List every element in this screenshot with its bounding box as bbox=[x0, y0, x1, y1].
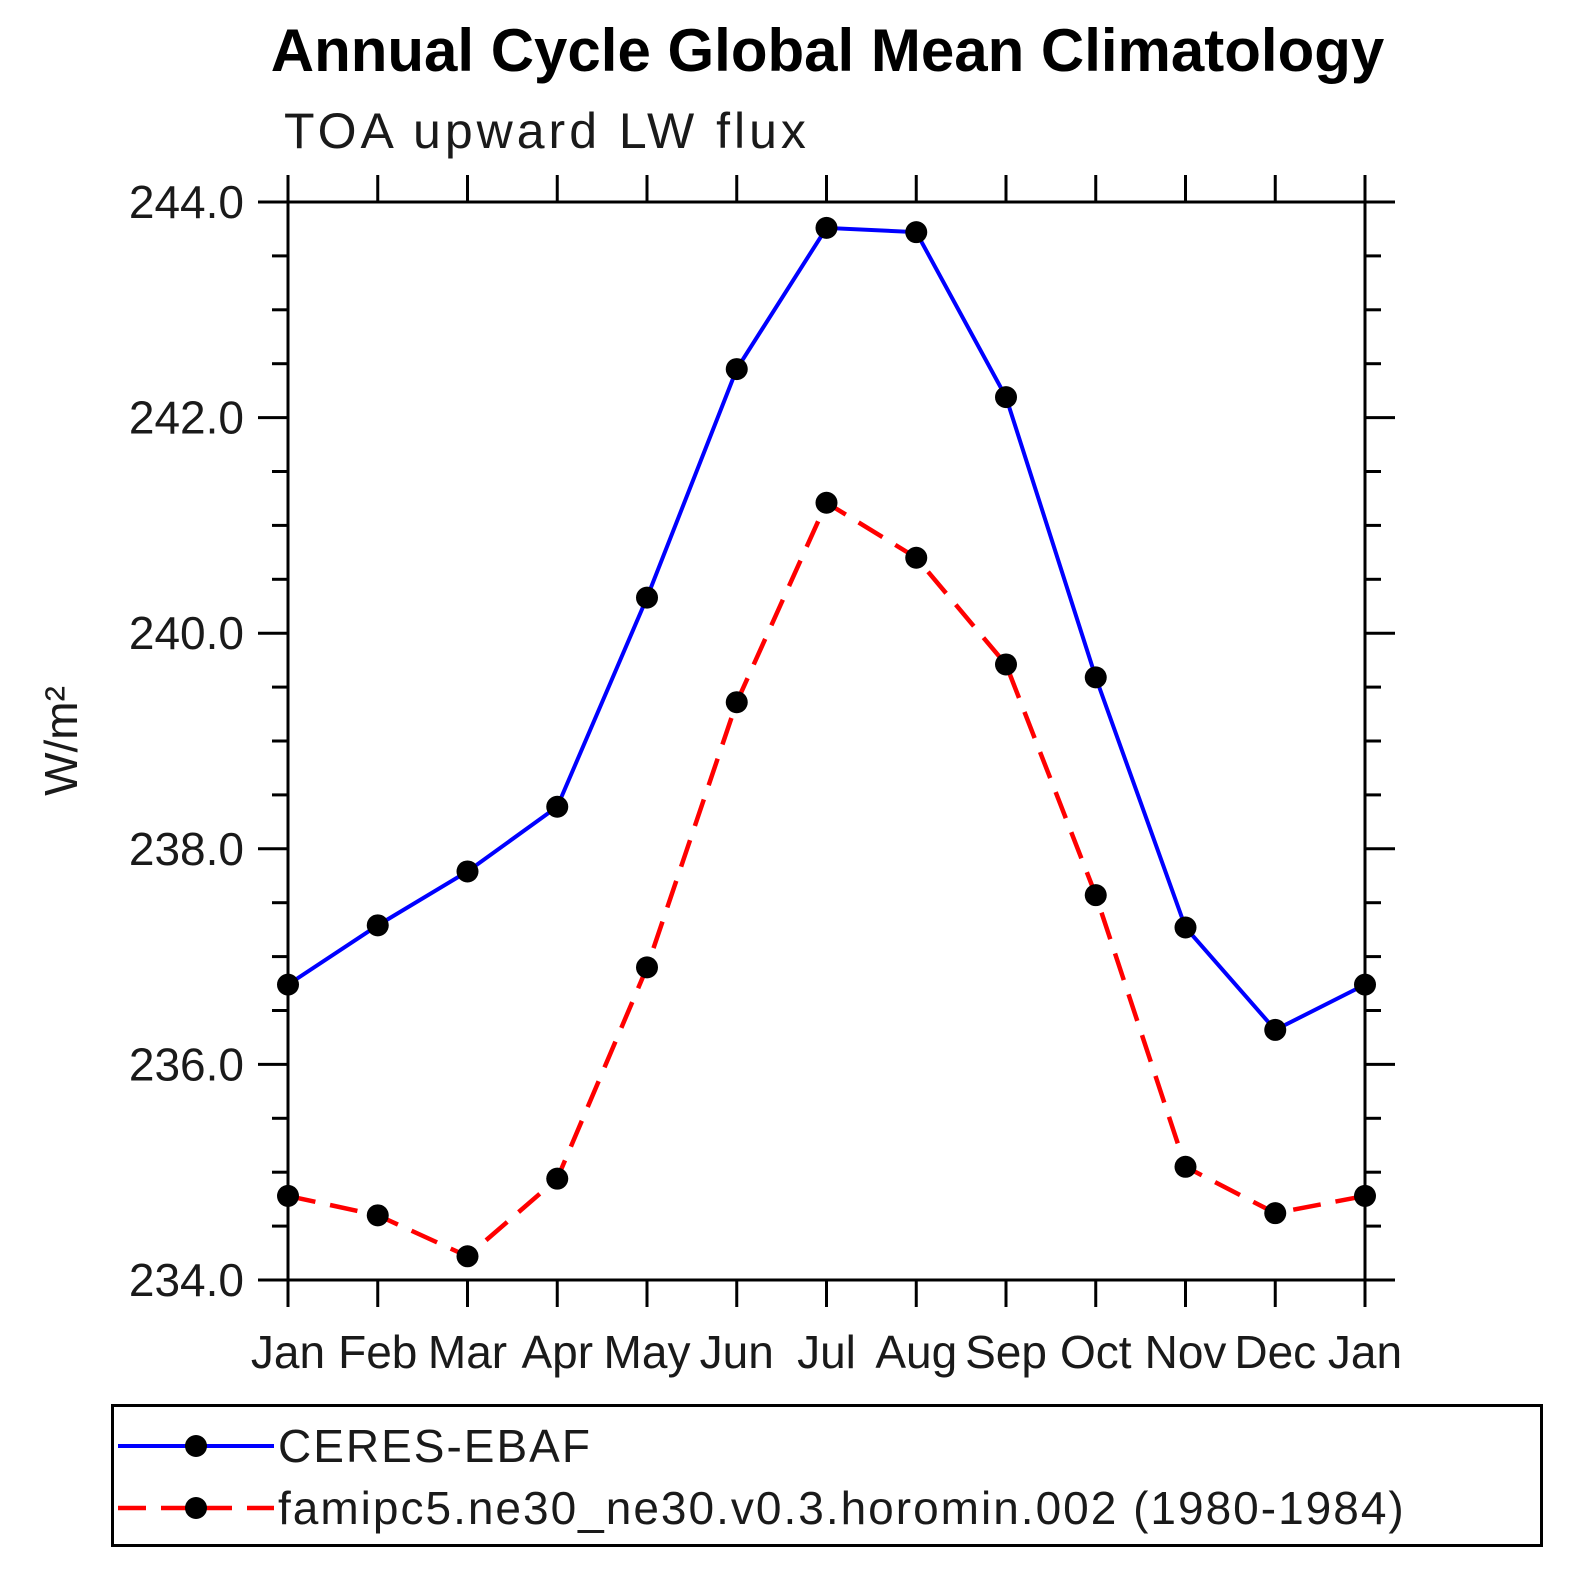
chart-subtitle: TOA upward LW flux bbox=[284, 103, 810, 159]
legend-marker-dot bbox=[185, 1435, 207, 1457]
y-axis-ticks bbox=[258, 200, 1395, 1282]
y-tick-label: 242.0 bbox=[129, 392, 244, 444]
data-point-marker bbox=[636, 586, 658, 609]
legend-row-ceres-ebaf: CERES-EBAF bbox=[114, 1415, 1540, 1477]
data-point-marker bbox=[725, 358, 748, 381]
data-point-marker bbox=[995, 653, 1017, 676]
legend-sample-line bbox=[118, 1435, 274, 1457]
x-tick-label: Dec bbox=[1234, 1326, 1316, 1378]
x-tick-label: Jan bbox=[251, 1326, 325, 1378]
legend-row-famipc5: famipc5.ne30_ne30.v0.3.horomin.002 (1980… bbox=[114, 1477, 1540, 1539]
x-tick-label: Jan bbox=[1328, 1326, 1402, 1378]
data-point-marker bbox=[725, 691, 748, 714]
x-tick-label: May bbox=[604, 1326, 691, 1378]
y-tick-label: 240.0 bbox=[129, 607, 244, 659]
data-point-marker bbox=[546, 1167, 569, 1190]
legend-label: CERES-EBAF bbox=[278, 1420, 592, 1472]
data-point-marker bbox=[1084, 884, 1107, 907]
y-axis-title: W/m² bbox=[35, 686, 87, 796]
data-point-marker bbox=[366, 1204, 389, 1227]
y-axis-labels: 244.0 242.0 240.0 238.0 236.0 234.0 bbox=[129, 176, 244, 1306]
series-markers-famipc5 bbox=[277, 491, 1376, 1268]
data-point-marker bbox=[277, 973, 299, 996]
data-point-marker bbox=[905, 546, 928, 569]
legend-label: famipc5.ne30_ne30.v0.3.horomin.002 (1980… bbox=[278, 1482, 1406, 1534]
legend-box: CERES-EBAF famipc5.ne30_ne30.v0.3.horomin… bbox=[111, 1404, 1543, 1547]
data-point-marker bbox=[456, 860, 479, 883]
data-point-marker bbox=[456, 1245, 479, 1268]
legend-sample-line bbox=[118, 1497, 274, 1519]
data-point-marker bbox=[815, 491, 838, 514]
x-tick-label: Apr bbox=[521, 1326, 593, 1378]
data-point-marker bbox=[546, 795, 569, 818]
y-tick-label: 238.0 bbox=[129, 823, 244, 875]
x-tick-label: Feb bbox=[338, 1326, 417, 1378]
data-point-marker bbox=[1354, 973, 1376, 996]
data-point-marker bbox=[277, 1184, 299, 1207]
data-point-marker bbox=[995, 386, 1017, 409]
data-point-marker bbox=[366, 914, 389, 937]
series-line-ceres-ebaf bbox=[286, 225, 1366, 1033]
data-point-marker bbox=[1264, 1202, 1287, 1225]
data-point-marker bbox=[1264, 1018, 1287, 1041]
x-tick-label: Nov bbox=[1145, 1326, 1227, 1378]
x-tick-label: Mar bbox=[428, 1326, 507, 1378]
x-tick-label: Jul bbox=[797, 1326, 856, 1378]
x-axis-labels: Jan Feb Mar Apr May Jun Jul Aug Sep Oct Nov Dec Jan bbox=[251, 1326, 1402, 1378]
x-tick-label: Sep bbox=[965, 1326, 1047, 1378]
plot-frame bbox=[286, 200, 1367, 1282]
data-point-marker bbox=[1174, 916, 1197, 939]
x-tick-label: Oct bbox=[1060, 1326, 1132, 1378]
x-tick-label: Jun bbox=[700, 1326, 774, 1378]
y-tick-label: 244.0 bbox=[129, 176, 244, 228]
y-tick-label: 234.0 bbox=[129, 1254, 244, 1306]
x-tick-label: Aug bbox=[875, 1326, 957, 1378]
y-tick-label: 236.0 bbox=[129, 1038, 244, 1090]
legend-marker-dot bbox=[185, 1497, 207, 1519]
data-point-marker bbox=[1174, 1155, 1197, 1178]
series-markers-ceres-ebaf bbox=[277, 216, 1376, 1041]
data-point-marker bbox=[1084, 666, 1107, 689]
data-point-marker bbox=[1354, 1184, 1376, 1207]
data-point-marker bbox=[905, 221, 928, 244]
data-point-marker bbox=[636, 956, 658, 979]
data-point-marker bbox=[815, 216, 838, 239]
chart-title: Annual Cycle Global Mean Climatology bbox=[270, 17, 1385, 84]
x-axis-ticks bbox=[286, 175, 1367, 1307]
series-line-famipc5 bbox=[287, 499, 1366, 1259]
